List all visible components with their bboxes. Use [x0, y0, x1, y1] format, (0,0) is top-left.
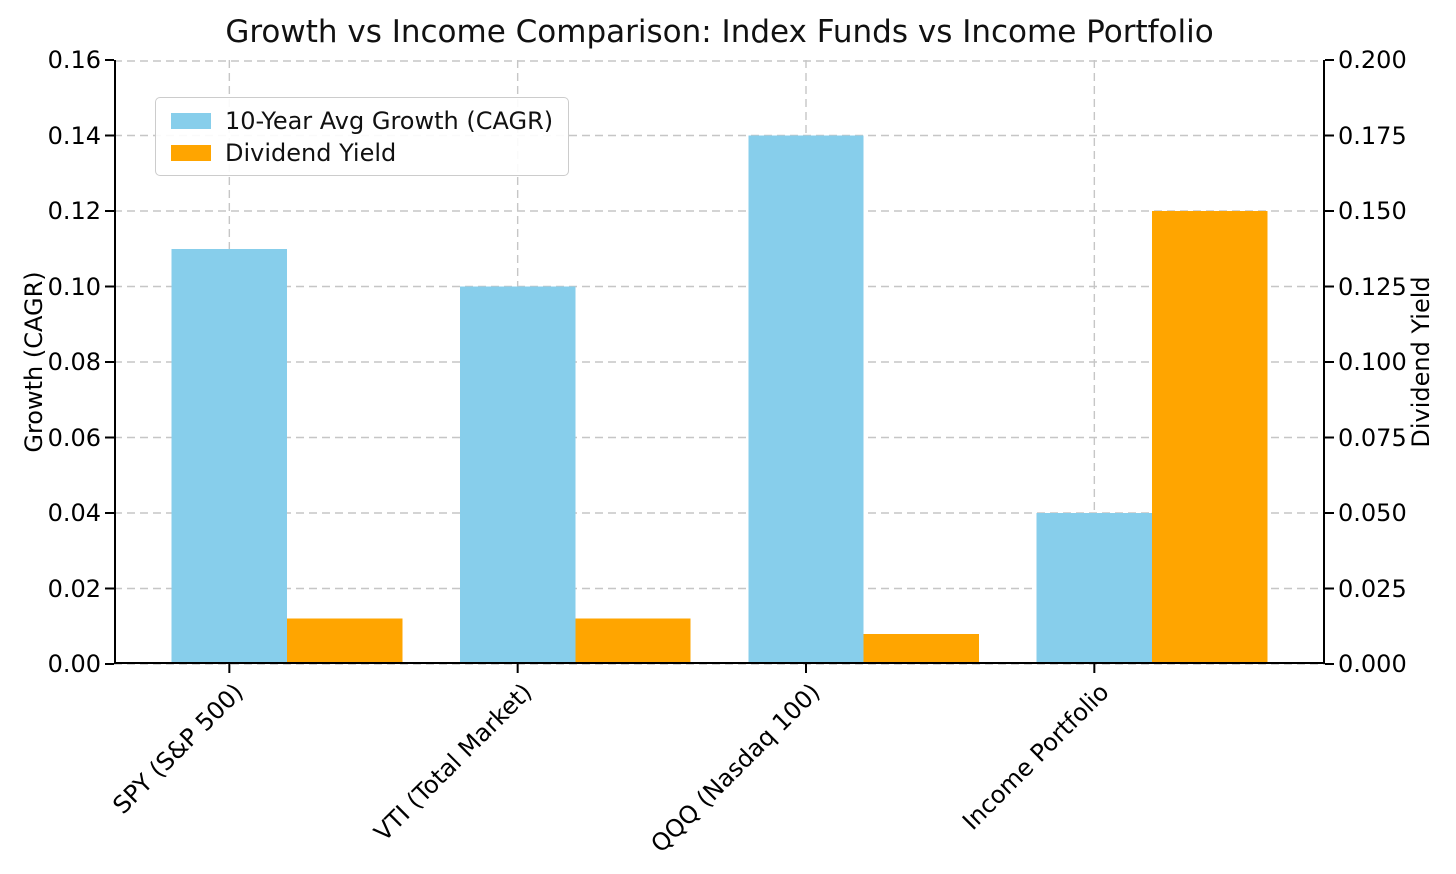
- y-right-tick-label: 0.200: [1338, 46, 1407, 74]
- y-right-tick-label: 0.050: [1338, 499, 1407, 527]
- y-right-tick-label: 0.150: [1338, 197, 1407, 225]
- y-left-tick-label: 0.08: [47, 348, 101, 376]
- y-right-tick-label: 0.025: [1338, 574, 1407, 603]
- y-right-tick-label: 0.125: [1338, 272, 1407, 301]
- y-left-tick-label: 0.12: [47, 197, 101, 225]
- y-left-tick-label: 0.10: [47, 272, 101, 301]
- legend-label-dividend: Dividend Yield: [225, 138, 397, 167]
- y-right-tick-label: 0.100: [1338, 348, 1407, 376]
- y-right-tick-label: 0.175: [1338, 121, 1407, 150]
- plot-canvas: [105, 59, 1334, 673]
- dividend-bar: [287, 618, 403, 664]
- x-tick-label: SPY (S&P 500): [107, 678, 250, 820]
- growth-bar: [1036, 513, 1152, 664]
- y-left-tick-label: 0.02: [47, 574, 101, 603]
- growth-bar: [460, 286, 576, 664]
- legend-label-growth: 10-Year Avg Growth (CAGR): [225, 106, 554, 135]
- legend-swatch-growth: [171, 112, 211, 129]
- y-left-tick-label: 0.04: [47, 499, 101, 527]
- y-right-tick-label: 0.000: [1338, 650, 1407, 678]
- legend-swatch-dividend: [171, 144, 211, 161]
- legend-item-dividend: Dividend Yield: [171, 138, 553, 167]
- y-left-tick-label: 0.16: [47, 46, 101, 74]
- dividend-bar: [863, 633, 979, 664]
- legend: 10-Year Avg Growth (CAGR) Dividend Yield: [155, 97, 570, 176]
- y-left-tick-label: 0.06: [47, 423, 101, 452]
- x-tick-label: Income Portfolio: [956, 678, 1115, 836]
- dividend-bar: [1152, 211, 1268, 664]
- x-tick-label: VTI (Total Market): [368, 678, 538, 847]
- dividend-bar: [575, 618, 691, 664]
- plot-area: 10-Year Avg Growth (CAGR) Dividend Yield: [105, 59, 1334, 673]
- x-tick-label: QQQ (Nasdaq 100): [645, 678, 826, 859]
- legend-item-growth: 10-Year Avg Growth (CAGR): [171, 106, 554, 135]
- growth-bar: [748, 135, 864, 664]
- y-right-tick-label: 0.075: [1338, 423, 1407, 452]
- growth-bar: [171, 248, 287, 664]
- y-left-tick-label: 0.00: [47, 650, 101, 678]
- y-left-tick-label: 0.14: [47, 121, 101, 150]
- y-axis-label-right: Dividend Yield: [1407, 276, 1435, 448]
- chart-title: Growth vs Income Comparison: Index Funds…: [225, 14, 1214, 50]
